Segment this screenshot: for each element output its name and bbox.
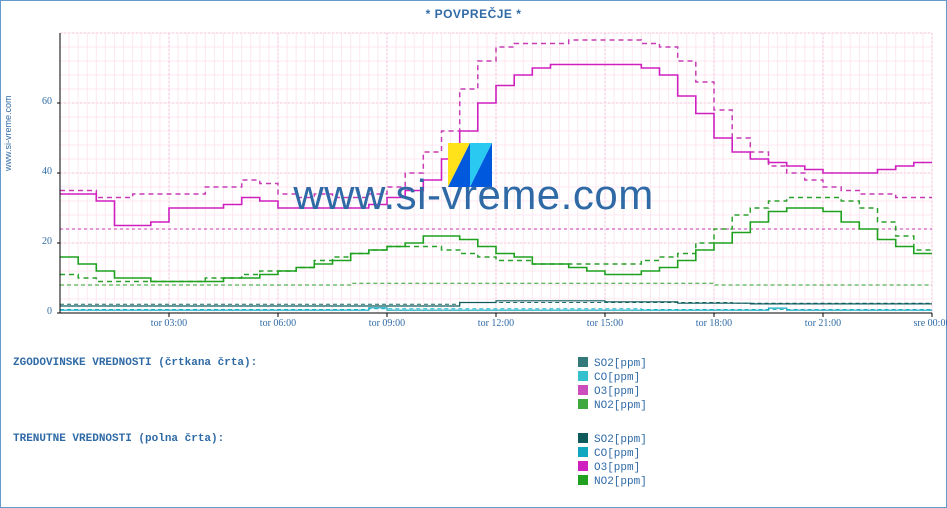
y-tick-label: 40	[36, 166, 52, 177]
legend-label: O3[ppm]	[594, 462, 640, 474]
x-tick-label: tor 09:00	[357, 318, 417, 329]
x-tick-label: tor 06:00	[248, 318, 308, 329]
x-tick-label: tor 21:00	[793, 318, 853, 329]
legend-item: NO2[ppm]	[578, 399, 647, 413]
legend-item: NO2[ppm]	[578, 475, 647, 489]
x-tick-label: tor 18:00	[684, 318, 744, 329]
y-axis-label: www.si-vreme.com	[3, 95, 13, 171]
y-tick-label: 60	[36, 96, 52, 107]
legend-swatch	[578, 461, 588, 471]
legend-current-items: SO2[ppm] CO[ppm] O3[ppm] NO2[ppm]	[578, 433, 647, 489]
legend-label: CO[ppm]	[594, 448, 640, 460]
legend-swatch	[578, 357, 588, 367]
legend-item: O3[ppm]	[578, 461, 647, 475]
legend-label: SO2[ppm]	[594, 434, 647, 446]
x-tick-label: tor 12:00	[466, 318, 526, 329]
legend-current: TRENUTNE VREDNOSTI (polna črta): SO2[ppm…	[13, 433, 936, 445]
legend-item: SO2[ppm]	[578, 433, 647, 447]
legend-swatch	[578, 447, 588, 457]
legend-swatch	[578, 433, 588, 443]
legend-label: O3[ppm]	[594, 386, 640, 398]
legend-label: NO2[ppm]	[594, 400, 647, 412]
chart-svg	[56, 29, 936, 331]
legend-swatch	[578, 385, 588, 395]
legend-item: O3[ppm]	[578, 385, 647, 399]
chart-frame: * POVPREČJE * www.si-vreme.com 0 20 40 60 to…	[0, 0, 947, 508]
chart-plot-area: 0204060tor 03:00tor 06:00tor 09:00tor 12…	[56, 29, 936, 331]
legend-label: CO[ppm]	[594, 372, 640, 384]
x-tick-label: tor 15:00	[575, 318, 635, 329]
legend-item: CO[ppm]	[578, 371, 647, 385]
legend-swatch	[578, 399, 588, 409]
legend-label: NO2[ppm]	[594, 476, 647, 488]
legend-label: SO2[ppm]	[594, 358, 647, 370]
x-tick-label: sre 00:00	[902, 318, 947, 329]
y-tick-label: 0	[36, 306, 52, 317]
y-tick-label: 20	[36, 236, 52, 247]
x-tick-label: tor 03:00	[139, 318, 199, 329]
legend-swatch	[578, 371, 588, 381]
legend-historic-title: ZGODOVINSKE VREDNOSTI (črtkana črta):	[13, 357, 257, 369]
legend-historic: ZGODOVINSKE VREDNOSTI (črtkana črta): SO…	[13, 357, 936, 369]
chart-title: * POVPREČJE *	[1, 1, 946, 21]
legend-item: SO2[ppm]	[578, 357, 647, 371]
legend-swatch	[578, 475, 588, 485]
legend-current-title: TRENUTNE VREDNOSTI (polna črta):	[13, 433, 224, 445]
legend-item: CO[ppm]	[578, 447, 647, 461]
legend-historic-items: SO2[ppm] CO[ppm] O3[ppm] NO2[ppm]	[578, 357, 647, 413]
